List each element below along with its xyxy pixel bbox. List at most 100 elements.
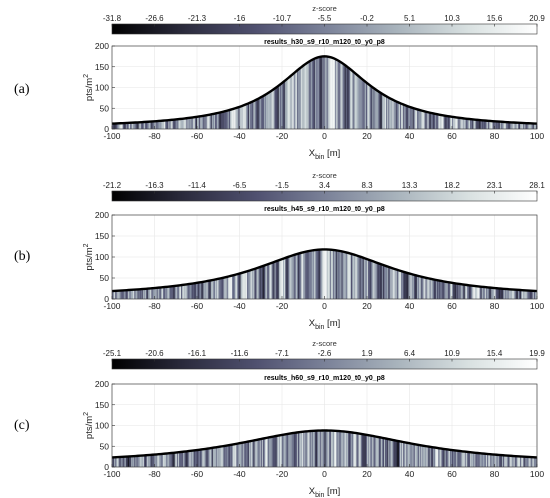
heatmap-stripe bbox=[530, 290, 533, 299]
heatmap-stripe bbox=[272, 436, 274, 467]
heatmap-stripe bbox=[379, 92, 382, 129]
heatmap-stripe bbox=[443, 281, 445, 299]
heatmap-stripe bbox=[458, 283, 460, 299]
heatmap-stripe bbox=[276, 86, 279, 129]
heatmap-stripe bbox=[312, 59, 315, 129]
heatmap-stripe bbox=[218, 446, 220, 467]
heatmap-stripe bbox=[126, 290, 129, 299]
x-tick-label: 20 bbox=[362, 469, 372, 479]
heatmap-stripe bbox=[120, 290, 122, 299]
colorbar-tick-label: -25.1 bbox=[103, 349, 122, 358]
heatmap-stripe bbox=[429, 278, 432, 299]
heatmap-stripe bbox=[436, 114, 438, 129]
heatmap-stripe bbox=[480, 286, 483, 299]
heatmap-stripe bbox=[419, 445, 421, 467]
heatmap-stripe bbox=[350, 432, 352, 467]
heatmap-stripe bbox=[375, 262, 377, 299]
heatmap-stripe bbox=[234, 444, 236, 467]
heatmap-stripe bbox=[180, 452, 182, 467]
heatmap-stripe bbox=[263, 95, 266, 129]
heatmap-stripe bbox=[532, 290, 535, 299]
heatmap-stripe bbox=[180, 285, 182, 299]
y-tick-label: 150 bbox=[95, 400, 109, 410]
heatmap-stripe bbox=[220, 278, 222, 299]
heatmap-stripe bbox=[201, 449, 203, 467]
heatmap-stripe bbox=[205, 115, 207, 129]
heatmap-stripe bbox=[186, 284, 188, 299]
heatmap-stripe bbox=[441, 115, 443, 129]
heatmap-stripe bbox=[197, 282, 199, 299]
heatmap-stripe bbox=[369, 435, 371, 467]
heatmap-stripe bbox=[283, 434, 285, 467]
heatmap-stripe bbox=[243, 442, 246, 467]
heatmap-stripe bbox=[207, 448, 210, 467]
heatmap-stripe bbox=[182, 451, 184, 467]
heatmap-stripe bbox=[460, 284, 462, 299]
heatmap-stripe bbox=[402, 441, 404, 467]
heatmap-stripe bbox=[320, 56, 322, 129]
heatmap-stripe bbox=[112, 123, 114, 129]
heatmap-stripe bbox=[444, 449, 446, 467]
heatmap-stripe bbox=[163, 287, 165, 299]
heatmap-stripe bbox=[363, 258, 366, 299]
heatmap-stripe bbox=[249, 102, 251, 129]
heatmap-stripe bbox=[210, 114, 213, 129]
heatmap-stripe bbox=[389, 98, 391, 129]
heatmap-stripe bbox=[398, 102, 401, 129]
heatmap-stripe bbox=[445, 115, 448, 129]
heatmap-stripe bbox=[197, 449, 199, 467]
heatmap-stripe bbox=[122, 123, 125, 129]
heatmap-stripe bbox=[297, 69, 300, 129]
heatmap-stripe bbox=[382, 265, 385, 299]
heatmap-stripe bbox=[157, 287, 160, 299]
heatmap-stripe bbox=[501, 288, 504, 299]
heatmap-stripe bbox=[478, 286, 480, 299]
heatmap-stripe bbox=[254, 100, 256, 129]
colorbar-tick-label: -21.2 bbox=[103, 181, 122, 190]
heatmap-stripe bbox=[269, 91, 271, 129]
heatmap-stripe bbox=[244, 104, 247, 129]
heatmap-stripe bbox=[386, 266, 388, 299]
heatmap-stripe bbox=[483, 287, 486, 299]
colorbar-tick-label: -26.6 bbox=[145, 14, 164, 23]
heatmap-stripe bbox=[387, 266, 389, 299]
heatmap-stripe bbox=[456, 117, 458, 129]
heatmap-stripe bbox=[211, 447, 214, 467]
heatmap-stripe bbox=[371, 435, 373, 467]
heatmap-stripe bbox=[322, 430, 324, 467]
heatmap-stripe bbox=[285, 80, 287, 129]
heatmap-stripe bbox=[389, 439, 391, 467]
x-tick-label: -100 bbox=[103, 131, 120, 141]
heatmap-stripe bbox=[337, 60, 339, 130]
heatmap-stripe bbox=[270, 437, 272, 467]
heatmap-stripe bbox=[235, 274, 237, 299]
heatmap-stripe bbox=[384, 95, 386, 129]
heatmap-stripe bbox=[467, 285, 470, 299]
heatmap-stripe bbox=[424, 445, 426, 467]
heatmap-stripe bbox=[377, 91, 380, 129]
heatmap-stripe bbox=[300, 252, 302, 299]
heatmap-stripe bbox=[356, 433, 358, 467]
heatmap-stripe bbox=[435, 279, 437, 299]
heatmap-stripe bbox=[154, 287, 156, 299]
y-tick-label: 100 bbox=[95, 252, 109, 262]
colorbar-tick-label: -0.2 bbox=[360, 14, 374, 23]
heatmap-stripe bbox=[473, 285, 475, 299]
heatmap-stripe bbox=[516, 289, 519, 299]
heatmap-stripe bbox=[442, 448, 444, 467]
heatmap-stripe bbox=[263, 265, 266, 299]
heatmap-stripe bbox=[440, 114, 442, 129]
heatmap-stripe bbox=[487, 120, 489, 129]
heatmap-stripe bbox=[364, 434, 367, 467]
heatmap-stripe bbox=[166, 453, 168, 467]
heatmap-stripe bbox=[327, 430, 330, 467]
heatmap-stripe bbox=[507, 455, 509, 467]
heatmap-stripe bbox=[194, 117, 197, 129]
heatmap-stripe bbox=[187, 284, 189, 299]
x-tick-label: 60 bbox=[447, 131, 457, 141]
heatmap-stripe bbox=[266, 437, 268, 467]
heatmap-stripe bbox=[178, 285, 181, 299]
heatmap-stripe bbox=[470, 285, 472, 299]
heatmap-stripe bbox=[351, 432, 353, 467]
heatmap-stripe bbox=[406, 442, 408, 467]
